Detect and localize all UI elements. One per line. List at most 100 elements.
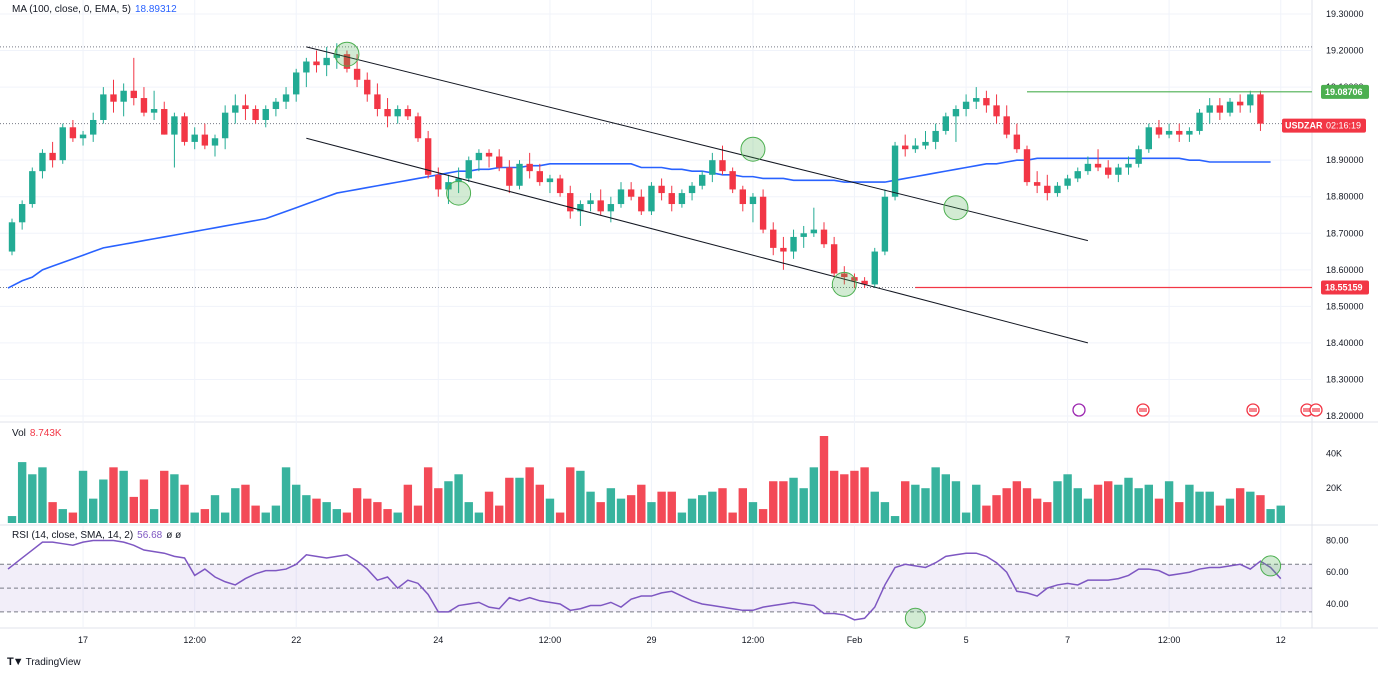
rsi-legend-label: RSI (14, close, SMA, 14, 2) (12, 530, 134, 541)
volume-bar (1124, 477, 1133, 523)
bearish-candle (353, 68, 361, 80)
highlight-circle (943, 195, 969, 221)
bullish-candle (475, 152, 483, 161)
volume-bar (992, 495, 1001, 523)
us-flag-stripe (1312, 408, 1320, 412)
volume-bar (1134, 488, 1143, 523)
support-price-tag-text: 18.55159 (1325, 283, 1363, 293)
bearish-candle (1094, 163, 1102, 168)
price-axis[interactable]: 19.3000019.2000019.1000018.9000018.80000… (1282, 9, 1369, 609)
bullish-candle (922, 141, 929, 146)
bearish-candle (567, 193, 574, 212)
volume-bar (941, 474, 950, 523)
time-axis-label: 29 (646, 635, 656, 645)
bearish-candle (1044, 185, 1051, 194)
volume-bar (799, 488, 808, 523)
candles (8, 43, 1264, 289)
tradingview-brand[interactable]: T▼ TradingView (7, 656, 81, 668)
event-icons[interactable] (1072, 403, 1323, 417)
volume-bar (1114, 484, 1123, 523)
volume-bar (160, 470, 169, 523)
volume-bar (281, 467, 291, 523)
volume-bar (1175, 502, 1184, 523)
volume-axis-label: 20K (1326, 483, 1342, 493)
bearish-candle (983, 98, 990, 106)
bearish-candle (140, 98, 148, 113)
bullish-candle (891, 145, 899, 197)
rsi-highlight-circle (904, 607, 926, 629)
bullish-candle (678, 193, 686, 205)
drawings[interactable] (306, 41, 1312, 344)
volume-bar (921, 488, 930, 523)
bullish-candle (394, 109, 401, 117)
bullish-candle (1084, 163, 1092, 172)
time-axis-label: 12 (1276, 635, 1286, 645)
volume-bar (840, 474, 849, 523)
price-axis-label: 18.30000 (1326, 374, 1364, 384)
vol-legend[interactable]: Vol 8.743K (12, 428, 62, 439)
volume-bar (119, 470, 128, 523)
bearish-candle (861, 280, 868, 285)
bullish-candle (709, 160, 716, 175)
bearish-candle (719, 160, 726, 172)
bearish-candle (993, 105, 1000, 117)
bearish-candle (506, 167, 513, 186)
volume-bar (68, 512, 78, 523)
volume-bar (231, 488, 240, 523)
volume-bar (545, 498, 555, 523)
grid (0, 0, 1378, 629)
volume-bar (413, 505, 423, 523)
volume-bar (352, 488, 362, 523)
bearish-candle (729, 171, 736, 190)
bullish-candle (333, 54, 340, 58)
earnings-event-icon (1072, 403, 1086, 417)
bullish-candle (617, 189, 625, 205)
bearish-candle (414, 116, 422, 139)
resistance-price-tag-text: 19.08706 (1325, 87, 1363, 97)
bearish-candle (49, 152, 56, 161)
resistance-price-tag-bg (1321, 84, 1369, 99)
rsi-axis-label: 40.00 (1326, 599, 1349, 609)
bullish-candle (577, 204, 584, 212)
rsi-legend[interactable]: RSI (14, close, SMA, 14, 2) 56.68 ø ø (12, 530, 181, 541)
bullish-candle (323, 57, 330, 66)
bearish-candle (820, 229, 828, 245)
volume-bar (190, 512, 199, 523)
bearish-candle (201, 134, 209, 146)
highlight-circle (831, 271, 857, 297)
bearish-candle (384, 109, 391, 117)
volume-bar (423, 467, 433, 523)
bearish-candle (1013, 134, 1021, 150)
time-axis[interactable]: 1712:00222412:002912:00Feb5712:00121412:… (78, 635, 1378, 645)
volume-bar (616, 498, 626, 523)
volume-bar (1093, 484, 1103, 523)
bearish-candle (1105, 167, 1112, 175)
rsi-axis-label: 60.00 (1326, 567, 1349, 577)
volume-bar (555, 512, 565, 523)
bullish-candle (1064, 178, 1071, 186)
volume-bar (1256, 495, 1265, 523)
bullish-candle (952, 109, 960, 117)
volume-bar (1002, 488, 1011, 523)
channel-trendline (306, 46, 1089, 242)
bullish-candle (171, 116, 178, 135)
support-price-tag-bg (1321, 280, 1369, 295)
volume-bar (464, 502, 473, 523)
volume-bar (99, 479, 108, 523)
volume-bar (515, 477, 524, 523)
ma-legend[interactable]: MA (100, close, 0, EMA, 5) 18.89312 (12, 4, 177, 15)
volume-bar (860, 467, 869, 523)
volume-bar (1032, 498, 1042, 523)
bearish-candle (496, 156, 503, 168)
volume-bar (1215, 505, 1225, 523)
bullish-candle (688, 185, 696, 194)
volume-bar (1266, 509, 1275, 523)
bearish-candle (424, 138, 432, 175)
volume-bar (149, 509, 159, 523)
bullish-candle (942, 116, 949, 131)
bullish-candle (1115, 167, 1122, 175)
rsi-highlight-circle (1260, 555, 1282, 577)
volume-bar (129, 496, 138, 523)
bearish-candle (1257, 94, 1264, 124)
